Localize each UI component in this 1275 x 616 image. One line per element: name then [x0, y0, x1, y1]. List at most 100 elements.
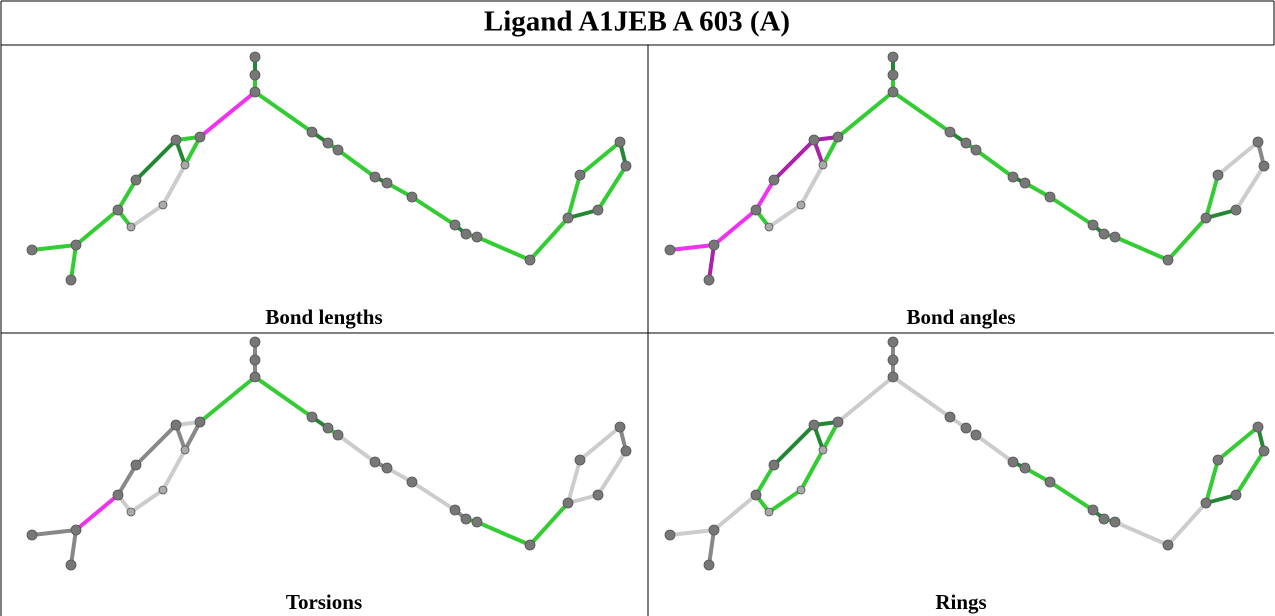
atom — [381, 177, 393, 189]
atom — [381, 462, 393, 474]
bond — [410, 480, 457, 512]
atom — [306, 126, 318, 138]
bond — [891, 90, 952, 134]
atom — [1109, 516, 1121, 528]
atom — [332, 144, 344, 156]
atom — [703, 559, 715, 571]
bond — [74, 493, 120, 532]
atom — [194, 131, 206, 143]
bond — [528, 501, 570, 547]
atom — [887, 354, 899, 366]
atom — [306, 411, 318, 423]
atom — [158, 485, 168, 495]
atom — [249, 69, 261, 81]
atom — [194, 416, 206, 428]
atom — [369, 171, 381, 183]
atom — [620, 160, 632, 172]
bond — [836, 90, 895, 139]
atom — [249, 51, 261, 63]
atom — [70, 524, 82, 536]
atom — [796, 485, 806, 495]
bond — [198, 375, 257, 424]
atom — [1258, 445, 1270, 457]
bond — [1166, 501, 1208, 547]
bond — [712, 208, 758, 247]
bond — [596, 164, 628, 212]
molecule — [26, 51, 632, 286]
atom — [592, 204, 604, 216]
bond — [1234, 449, 1266, 497]
atom — [664, 244, 676, 256]
bond — [799, 448, 825, 492]
atom — [944, 411, 956, 423]
atom — [768, 174, 780, 186]
atom — [562, 497, 574, 509]
bond — [116, 463, 138, 497]
panel-label: Torsions — [286, 590, 362, 614]
bond — [475, 520, 532, 547]
atom — [750, 489, 762, 501]
bond — [475, 235, 532, 262]
atom — [249, 336, 261, 348]
atom — [574, 169, 586, 181]
bond — [566, 173, 582, 220]
atom — [1200, 497, 1212, 509]
atom — [708, 239, 720, 251]
atom — [1162, 254, 1174, 266]
atom — [1098, 228, 1110, 240]
atom — [562, 212, 574, 224]
atom — [703, 274, 715, 286]
bond — [974, 433, 1015, 464]
atom — [1098, 513, 1110, 525]
atom — [750, 204, 762, 216]
atom — [1200, 212, 1212, 224]
atom — [180, 445, 190, 455]
atom — [158, 200, 168, 210]
atom — [249, 86, 261, 98]
bond — [129, 203, 165, 229]
molecules — [26, 51, 1270, 571]
atom — [768, 459, 780, 471]
bond — [198, 90, 257, 139]
bond — [74, 208, 120, 247]
atom — [1044, 476, 1056, 488]
bond — [668, 243, 716, 252]
atom — [764, 222, 774, 232]
atom — [322, 137, 334, 149]
atom — [26, 244, 38, 256]
atom — [471, 231, 483, 243]
atom — [1230, 489, 1242, 501]
bond — [1216, 140, 1260, 177]
atom — [960, 422, 972, 434]
atom — [249, 354, 261, 366]
atom — [796, 200, 806, 210]
atom — [1162, 539, 1174, 551]
bond — [116, 178, 138, 212]
atom — [1258, 160, 1270, 172]
bond — [566, 458, 582, 505]
atom — [332, 429, 344, 441]
molecule — [664, 51, 1270, 286]
bond — [410, 195, 457, 227]
atom — [70, 239, 82, 251]
bond — [596, 449, 628, 497]
bond — [134, 138, 178, 182]
atom — [322, 422, 334, 434]
atom — [614, 421, 626, 433]
atom — [1230, 204, 1242, 216]
bond — [1048, 195, 1095, 227]
atom — [818, 445, 828, 455]
atom — [170, 419, 182, 431]
atom — [620, 445, 632, 457]
bond — [772, 423, 816, 467]
atom — [1019, 177, 1031, 189]
atom — [1212, 169, 1224, 181]
molecule — [664, 336, 1270, 571]
atom — [832, 416, 844, 428]
atom — [1252, 421, 1264, 433]
atom — [406, 191, 418, 203]
atom — [126, 507, 136, 517]
